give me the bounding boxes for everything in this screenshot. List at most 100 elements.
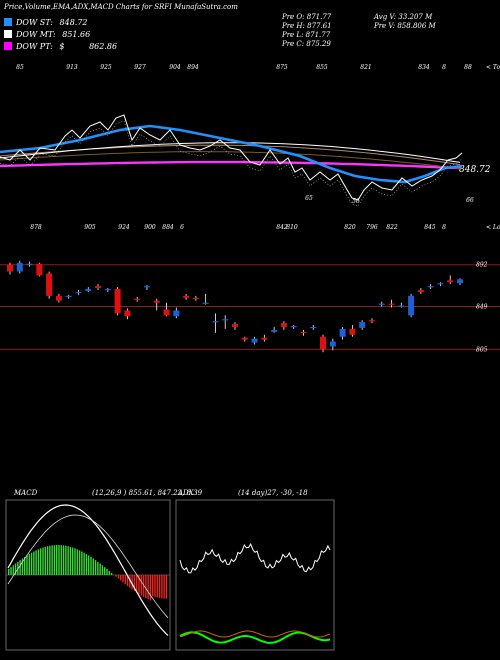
adx-params: (14 day)27, -30, -18 <box>238 489 308 497</box>
candle-body <box>65 295 72 298</box>
low-tick-label: 905 <box>84 224 96 231</box>
macd-histogram-bar <box>65 545 67 575</box>
candle-body <box>143 286 150 288</box>
prev-volume: Pre V: 858.806 M <box>374 22 436 30</box>
candle-body <box>329 341 336 347</box>
low-tick-label: 820 <box>344 224 356 231</box>
candle-body <box>408 295 415 316</box>
macd-histogram-bar <box>72 547 74 575</box>
scatter-label: 65 <box>305 195 313 202</box>
macd-histogram-bar <box>104 567 106 575</box>
macd-histogram-bar <box>49 545 51 575</box>
candle-body <box>398 305 405 307</box>
macd-histogram-bar <box>115 575 117 577</box>
macd-histogram-bar <box>14 563 17 575</box>
macd-histogram-bar <box>152 575 154 597</box>
macd-histogram-bar <box>136 575 138 593</box>
legend-swatch-pt <box>4 42 12 50</box>
macd-histogram-bar <box>28 554 30 575</box>
macd-histogram-bar <box>58 545 60 575</box>
macd-histogram-bar <box>90 556 92 575</box>
candle-body <box>417 290 424 292</box>
low-tick-label: 822 <box>386 224 398 231</box>
macd-histogram-bar <box>140 575 142 596</box>
top-tick-label: 925 <box>100 64 112 71</box>
low-tick-label: 8 <box>442 224 446 231</box>
legend-label-st: DOW ST: <box>16 18 53 27</box>
candle-body <box>388 303 395 305</box>
macd-histogram-bar <box>158 575 161 598</box>
legend-dow-mt: DOW MT: 851.66 <box>4 30 90 39</box>
scatter-label: 56 <box>352 198 360 205</box>
candle-body <box>339 328 346 337</box>
top-tick-label: 875 <box>276 64 288 71</box>
candle-body <box>378 303 385 305</box>
macd-histogram-bar <box>142 575 145 597</box>
legend-swatch-mt <box>4 30 12 38</box>
low-tick-label: 796 <box>366 224 378 231</box>
legend-value-st: 848.72 <box>59 18 88 27</box>
candle-body <box>163 309 170 316</box>
macd-histogram-bar <box>110 572 113 575</box>
candle-body <box>134 298 141 300</box>
macd-histogram-bar <box>37 549 40 575</box>
candle-body <box>457 279 463 284</box>
macd-histogram-bar <box>154 575 156 597</box>
prev-low: Pre L: 871.77 <box>282 31 331 39</box>
candle-body <box>280 323 287 327</box>
candle-body <box>290 326 297 328</box>
top-tick-label: 927 <box>134 64 146 71</box>
macd-histogram-bar <box>62 545 65 575</box>
candle-body <box>251 338 258 343</box>
macd-histogram-bar <box>35 550 37 575</box>
avg-volume: Avg V: 33.207 M <box>374 13 433 21</box>
macd-histogram-bar <box>161 575 163 599</box>
macd-histogram-bar <box>76 549 78 575</box>
candle-body <box>320 336 327 350</box>
candle-body <box>173 310 180 317</box>
candle-body <box>85 289 92 291</box>
candle-body <box>261 337 268 340</box>
macd-histogram-bar <box>147 575 149 600</box>
macd-histogram-bar <box>83 552 85 575</box>
candle-body <box>183 295 190 298</box>
macd-histogram-bar <box>145 575 147 599</box>
candle-body <box>427 286 434 288</box>
candle-body <box>447 280 454 283</box>
candle-body <box>7 264 13 272</box>
legend-value-pt: 862.86 <box>89 42 118 51</box>
price-level-label: 805 <box>476 346 488 353</box>
top-tick-label: 913 <box>66 64 78 71</box>
macd-histogram-bar <box>69 546 72 575</box>
candle-body <box>124 310 131 317</box>
candle-body <box>202 302 209 304</box>
st-value-label: 848.72 <box>459 165 491 175</box>
legend-swatch-st <box>4 18 12 26</box>
macd-histogram-bar <box>133 575 136 592</box>
macd-signal-line <box>7 514 169 618</box>
top-tick-label: 894 <box>187 64 199 71</box>
low-tick-label: 878 <box>30 224 42 231</box>
candle-body <box>55 295 62 301</box>
macd-histogram-bar <box>81 551 83 575</box>
macd-params: (12,26,9 ) 855.61, 847.22, 8.39 <box>92 489 203 497</box>
candle-body <box>36 263 43 276</box>
macd-histogram-bar <box>78 550 81 575</box>
prev-close: Pre C: 875.29 <box>282 40 331 48</box>
candle-body <box>153 300 160 303</box>
low-tick-label: 842 <box>276 224 288 231</box>
macd-histogram-bar <box>12 565 14 575</box>
macd-histogram-bar <box>149 575 152 601</box>
macd-histogram-bar <box>138 575 140 595</box>
scatter-label: 66 <box>466 197 474 204</box>
macd-histogram-bar <box>56 545 58 575</box>
legend-dow-pt: DOW PT: $ 862.86 <box>4 42 117 51</box>
macd-histogram-bar <box>94 560 97 575</box>
ema-short-line <box>0 124 463 184</box>
macd-histogram-bar <box>19 560 21 575</box>
legend-dow-st: DOW ST: 848.72 <box>4 18 88 27</box>
macd-header: MACD <box>14 489 38 497</box>
